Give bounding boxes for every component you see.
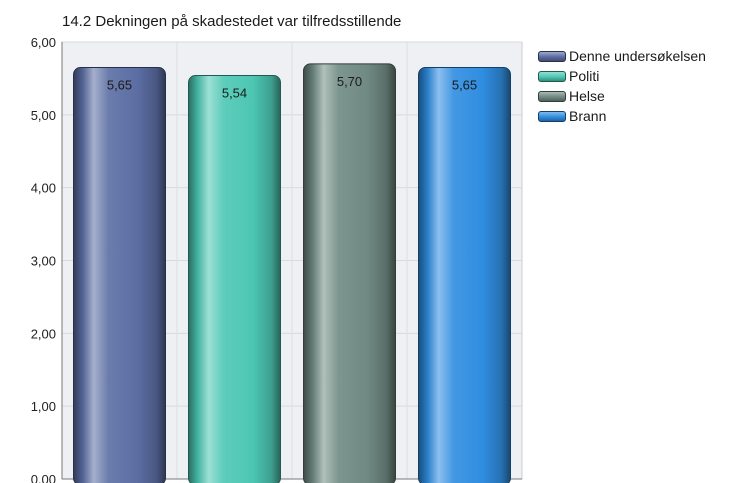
legend-swatch bbox=[538, 50, 566, 62]
legend-label: Denne undersøkelsen bbox=[569, 48, 706, 64]
bar-denne-undersøkelsen bbox=[73, 66, 166, 483]
legend-label: Politi bbox=[569, 68, 600, 84]
legend-item: Politi bbox=[538, 66, 706, 86]
bar-brann bbox=[418, 66, 511, 483]
y-tick-label: 4,00 bbox=[31, 181, 56, 196]
bar-politi bbox=[188, 75, 281, 483]
bars-group: 5,65 5,54 5,70 5,65 bbox=[73, 63, 511, 483]
y-tick-label: 6,00 bbox=[31, 35, 56, 50]
bar-value-label: 5,54 bbox=[222, 86, 247, 101]
legend-label: Helse bbox=[569, 88, 605, 104]
legend-label: Brann bbox=[569, 108, 607, 124]
y-tick-label: 2,00 bbox=[31, 326, 56, 341]
y-tick-label: 5,00 bbox=[31, 108, 56, 123]
legend-item: Brann bbox=[538, 106, 706, 126]
legend: Denne undersøkelsen Politi Helse Brann bbox=[538, 46, 706, 126]
chart-title: 14.2 Dekningen på skadestedet var tilfre… bbox=[62, 13, 402, 30]
legend-item: Denne undersøkelsen bbox=[538, 46, 706, 66]
y-axis: 0,00 1,00 2,00 3,00 4,00 5,00 6,00 bbox=[31, 35, 522, 483]
y-tick-label: 1,00 bbox=[31, 399, 56, 414]
y-tick-label: 3,00 bbox=[31, 254, 56, 269]
legend-swatch bbox=[538, 110, 566, 122]
bar-helse bbox=[303, 63, 396, 483]
legend-swatch bbox=[538, 90, 566, 102]
legend-swatch bbox=[538, 70, 566, 82]
y-tick-label: 0,00 bbox=[31, 472, 56, 483]
bar-value-label: 5,70 bbox=[337, 74, 362, 89]
legend-item: Helse bbox=[538, 86, 706, 106]
bar-value-label: 5,65 bbox=[452, 77, 477, 92]
bar-value-label: 5,65 bbox=[107, 77, 132, 92]
